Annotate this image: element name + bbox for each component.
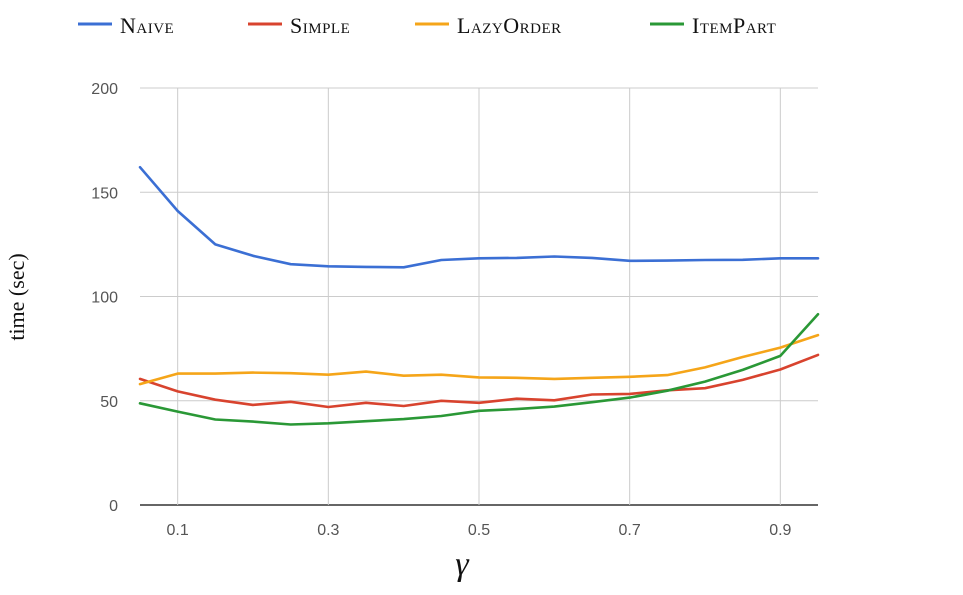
series-line-lazyorder xyxy=(138,333,820,386)
series-line-naive xyxy=(138,165,820,269)
y-tick-label: 0 xyxy=(109,498,118,515)
legend-label: ItemPart xyxy=(692,13,776,38)
x-tick-label: 0.5 xyxy=(468,522,490,539)
y-tick-label: 200 xyxy=(91,81,118,98)
legend-label: LazyOrder xyxy=(457,13,562,38)
x-axis: 0.1 0.3 0.5 0.7 0.9 xyxy=(167,522,792,539)
legend-label: Simple xyxy=(290,13,350,38)
x-tick-label: 0.7 xyxy=(619,522,641,539)
legend-item-itempart: ItemPart xyxy=(650,13,776,38)
series-line-itempart xyxy=(138,312,820,426)
y-tick-label: 150 xyxy=(91,185,118,202)
legend-label: Naive xyxy=(120,13,174,38)
series-lines xyxy=(138,165,820,426)
grid xyxy=(140,87,818,506)
legend: Naive Simple LazyOrder ItemPart xyxy=(78,13,776,38)
x-axis-title: γ xyxy=(455,546,470,583)
legend-item-simple: Simple xyxy=(248,13,350,38)
y-axis: 0 50 100 150 200 xyxy=(91,81,118,515)
y-axis-title: time (sec) xyxy=(4,253,29,340)
x-tick-label: 0.9 xyxy=(769,522,791,539)
x-tick-label: 0.1 xyxy=(167,522,189,539)
legend-item-naive: Naive xyxy=(78,13,174,38)
series-line-simple xyxy=(138,353,820,409)
y-tick-label: 50 xyxy=(100,394,118,411)
legend-item-lazyorder: LazyOrder xyxy=(415,13,562,38)
x-tick-label: 0.3 xyxy=(317,522,339,539)
y-tick-label: 100 xyxy=(91,290,118,307)
